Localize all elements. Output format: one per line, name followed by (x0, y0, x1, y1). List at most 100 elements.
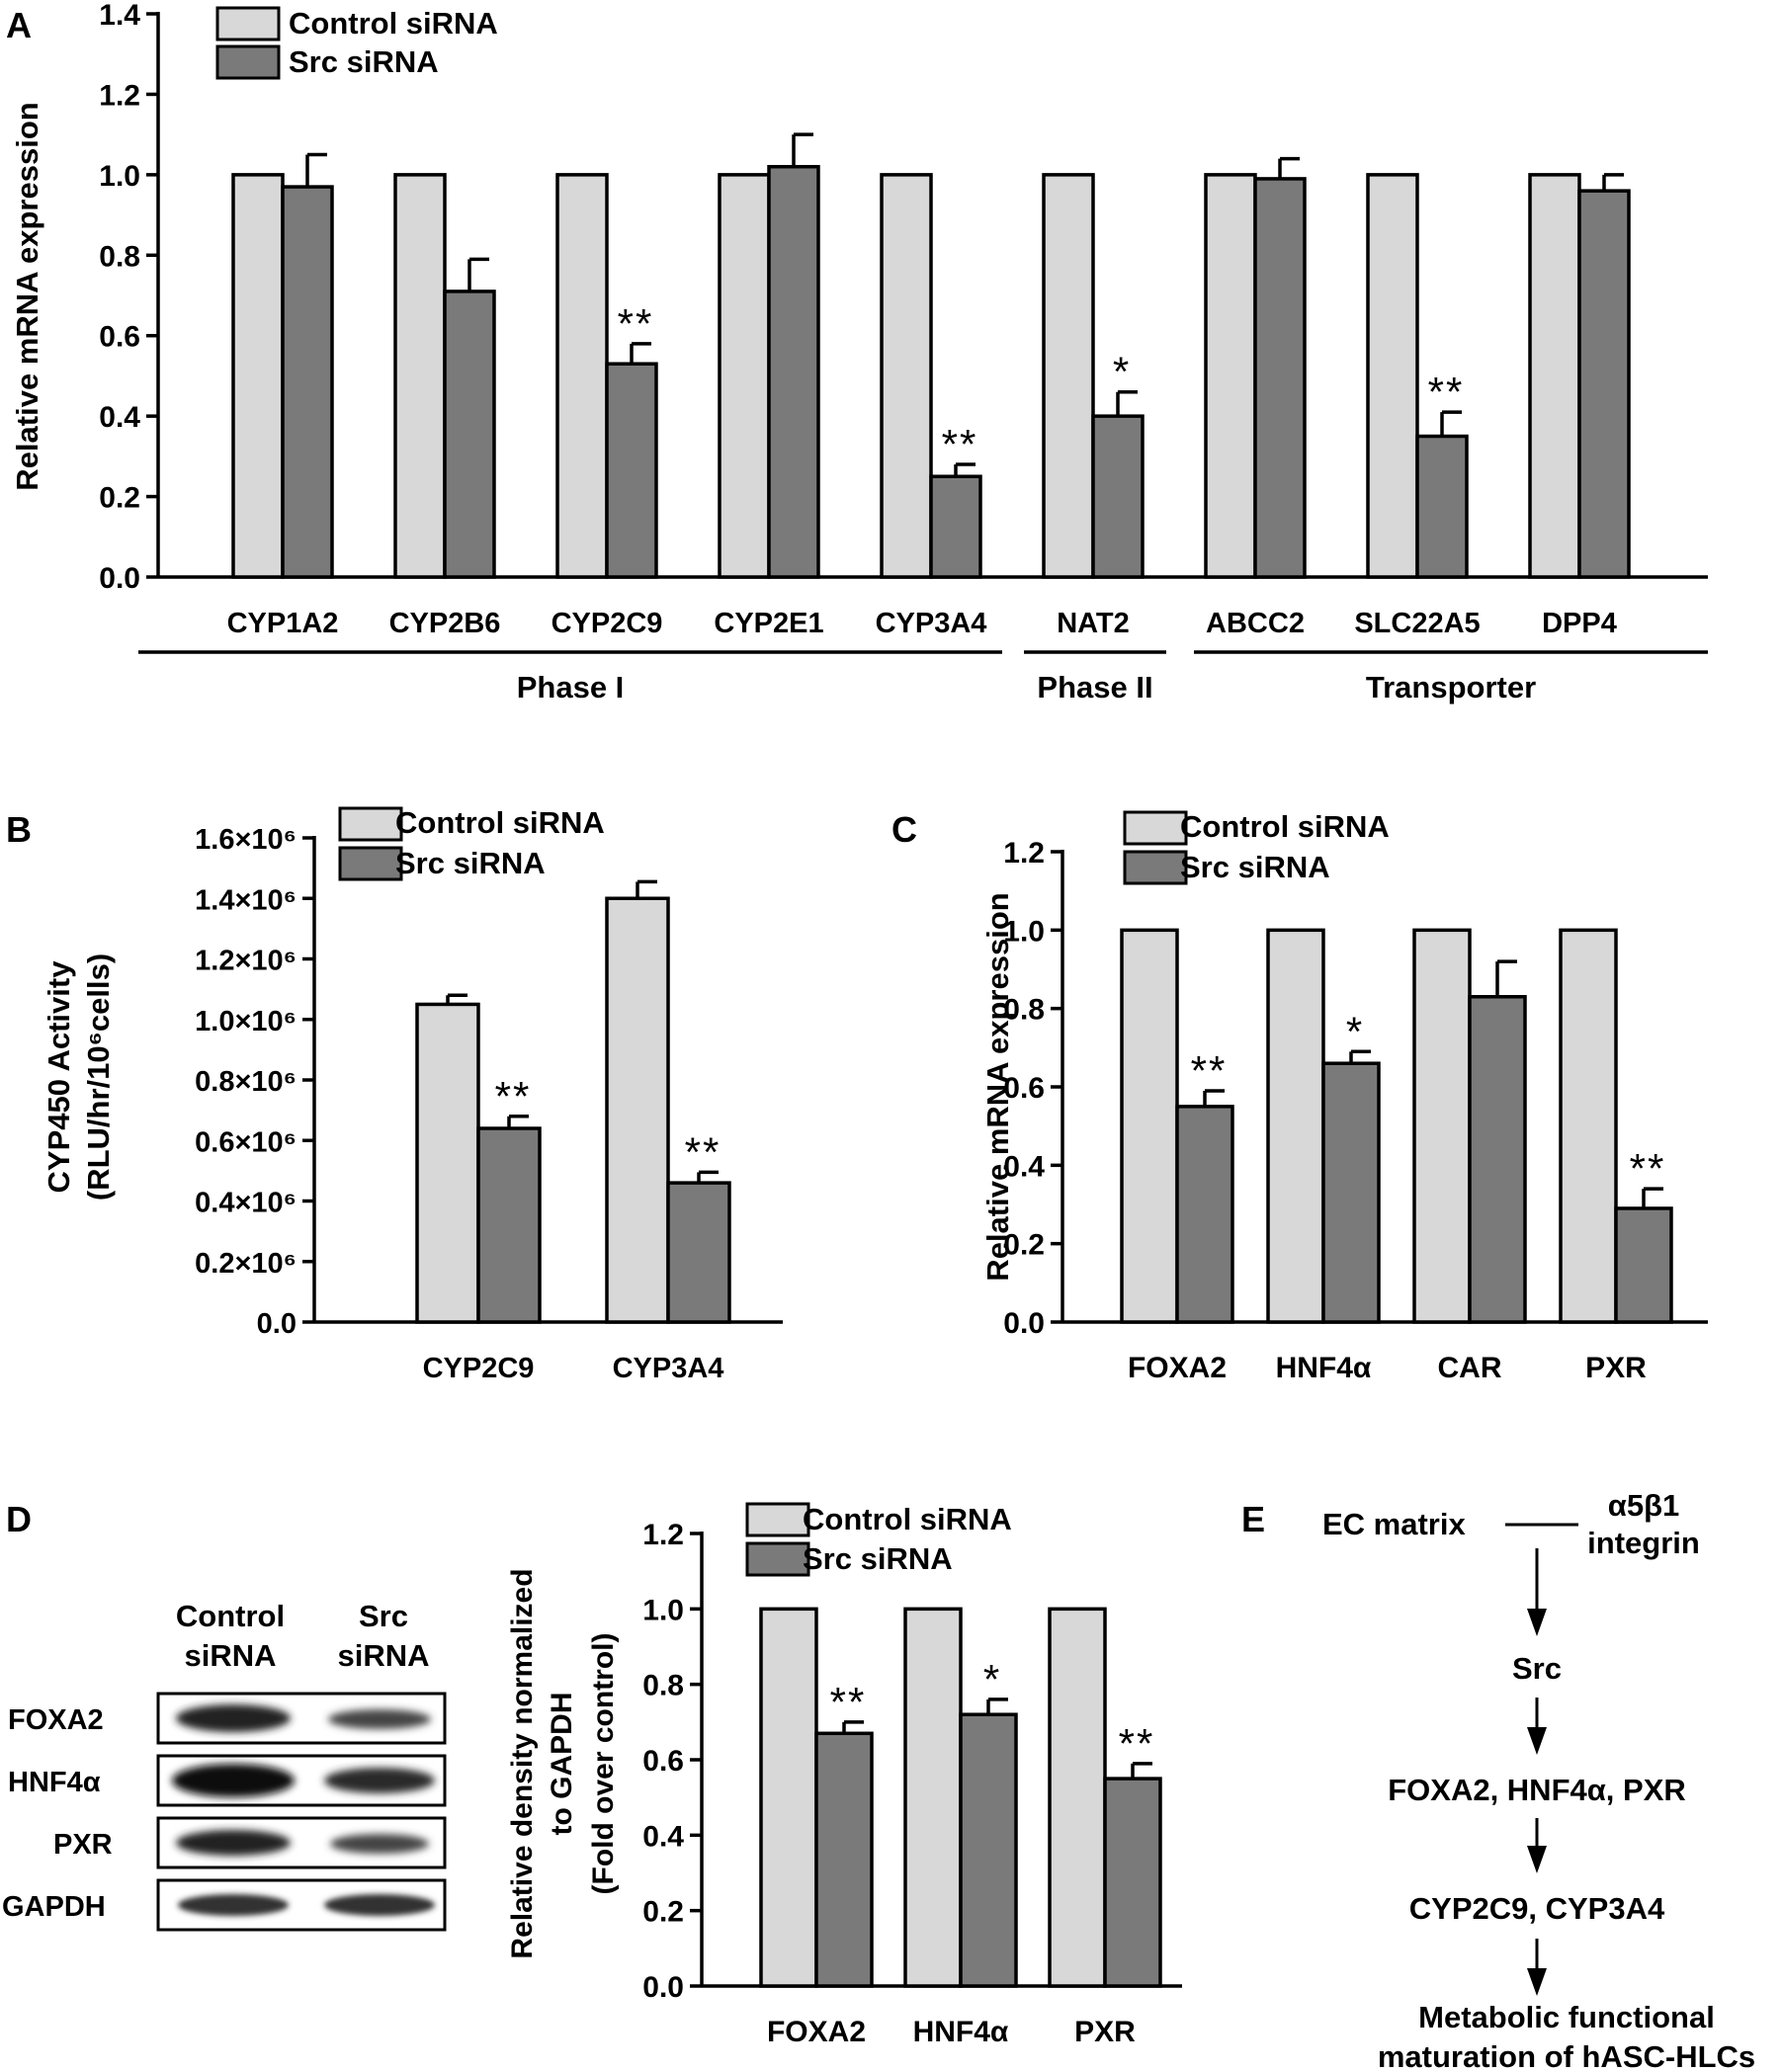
western-blot: Control siRNA Src siRNA FOXA2 HNF4α PXR GA… (2, 1599, 447, 1932)
y-tick-label: 1.2×10⁶ (195, 946, 297, 977)
legend-d: Control siRNA Src siRNA (745, 1502, 1012, 1577)
pathway-integrin-line1: α5β1 (1608, 1488, 1679, 1523)
blot-strip-foxa2 (156, 1692, 447, 1745)
bar-src (1614, 1206, 1673, 1324)
bar-src (1415, 434, 1469, 579)
bar-control (1412, 928, 1472, 1324)
category-label: SLC22A5 (1354, 608, 1480, 639)
y-tick-label: 0.0 (1003, 1307, 1045, 1340)
blot-row-label-foxa2: FOXA2 (8, 1704, 104, 1736)
category-label: CAR (1438, 1352, 1502, 1384)
bar-control (1559, 928, 1618, 1324)
y-tick-label: 0.2×10⁶ (195, 1248, 297, 1280)
chart-a: 0.0 0.2 0.4 0.6 0.8 1.0 1.2 1.4 CYP1A2 CYP2B6 ** CY… (10, 0, 1708, 704)
y-tick-label: 0.8 (99, 240, 140, 273)
category-label: ABCC2 (1206, 608, 1305, 639)
y-axis-label: to GAPDH (546, 1693, 578, 1836)
bar-control (1204, 173, 1257, 579)
y-tick-label: 0.4 (99, 401, 140, 434)
y-tick-label: 0.8×10⁶ (195, 1066, 297, 1098)
legend-swatch-src (215, 44, 281, 80)
y-tick-label: 1.2 (99, 79, 140, 112)
panel-label-c: C (891, 809, 917, 850)
y-axis-label: Relative mRNA expression (10, 102, 44, 490)
category-label: CYP3A4 (613, 1353, 724, 1384)
arrowhead-icon (1527, 1968, 1547, 1996)
legend-label-control: Control siRNA (1180, 809, 1390, 844)
category-label: HNF4α (1276, 1352, 1372, 1384)
bar-control (759, 1607, 818, 1988)
bar-src (1468, 995, 1527, 1324)
legend-a: Control siRNA Src siRNA (215, 6, 498, 80)
legend-label-src: Src siRNA (395, 846, 546, 880)
y-axis-label: Relative mRNA expression (980, 892, 1015, 1281)
category-label: CYP2E1 (714, 608, 823, 639)
bar-control (415, 1002, 480, 1324)
category-label: CYP2C9 (423, 1353, 535, 1384)
legend-b: Control siRNA Src siRNA (338, 805, 605, 881)
pathway-step-outcome-line1: Metabolic functional (1418, 2000, 1715, 2034)
legend-label-src: Src siRNA (289, 44, 439, 79)
y-tick-label: 1.2 (1003, 837, 1045, 870)
pathway-step-tfs: FOXA2, HNF4α, PXR (1388, 1773, 1686, 1807)
category-label: PXR (1074, 2016, 1136, 2048)
bar-control (231, 173, 285, 579)
panel-label-e: E (1241, 1499, 1265, 1539)
bar-control (880, 173, 933, 579)
chart-d: 0.0 0.2 0.4 0.6 0.8 1.0 1.2 ** FOXA2 * HNF4α ** PXR R… (506, 1519, 1182, 2048)
bar-control (1042, 173, 1095, 579)
blot-col-label-control: Control siRNA (176, 1599, 285, 1673)
y-axis-label: (Fold over control) (587, 1633, 620, 1895)
chart-b: 0.0 0.2×10⁶ 0.4×10⁶ 0.6×10⁶ 0.8×10⁶ 1.0×10⁶ 1.… (42, 824, 783, 1384)
bar-src (929, 474, 982, 579)
significance-label: ** (1119, 1720, 1155, 1767)
pathway-step-outcome-line2: maturation of hASC-HLCs (1378, 2039, 1755, 2072)
blot-row-label-hnf4a: HNF4α (8, 1767, 101, 1798)
bar-src (814, 1731, 874, 1988)
category-label: CYP2B6 (389, 608, 501, 639)
category-label: FOXA2 (1128, 1352, 1227, 1384)
y-tick-label: 0.0 (257, 1308, 297, 1340)
legend-swatch-src (745, 1541, 810, 1577)
category-label: CYP2C9 (552, 608, 663, 639)
bar-src (1175, 1105, 1234, 1324)
legend-c: Control siRNA Src siRNA (1123, 809, 1390, 885)
y-tick-label: 0.6 (642, 1745, 684, 1778)
legend-label-src: Src siRNA (803, 1541, 953, 1576)
bar-control (1266, 928, 1325, 1324)
pathway-step-cyps: CYP2C9, CYP3A4 (1409, 1891, 1665, 1926)
legend-label-control: Control siRNA (289, 6, 498, 41)
y-tick-label: 1.2 (642, 1519, 684, 1551)
category-label: CYP3A4 (876, 608, 987, 639)
bar-control (1120, 928, 1179, 1324)
arrowhead-icon (1527, 1846, 1547, 1873)
category-label: FOXA2 (767, 2016, 866, 2048)
significance-label: ** (1428, 369, 1465, 415)
bar-src (1091, 414, 1145, 579)
blot-strip-pxr (156, 1816, 447, 1869)
significance-label: ** (1191, 1047, 1228, 1094)
legend-swatch-control (338, 806, 403, 842)
panel-label-a: A (6, 5, 32, 45)
chart-c: 0.0 0.2 0.4 0.6 0.8 1.0 1.2 ** FOXA2 * HNF4α CAR ** P… (980, 837, 1708, 1384)
y-tick-label: 1.4×10⁶ (195, 884, 297, 916)
legend-swatch-src (338, 846, 403, 881)
bar-control (1366, 173, 1419, 579)
significance-label: * (983, 1656, 1001, 1702)
y-tick-label: 0.6 (99, 321, 140, 354)
bar-src (1103, 1777, 1162, 1988)
bar-src (1577, 189, 1631, 579)
group-label: Phase I (517, 670, 625, 704)
significance-label: ** (495, 1073, 532, 1119)
y-tick-label: 0.8 (642, 1670, 684, 1702)
y-tick-label: 1.6×10⁶ (195, 824, 297, 856)
y-tick-label: 0.2 (642, 1896, 684, 1929)
legend-label-control: Control siRNA (395, 805, 605, 840)
y-tick-label: 0.2 (99, 482, 140, 515)
y-tick-label: 0.0 (642, 1971, 684, 2004)
significance-label: * (1346, 1008, 1364, 1054)
category-label: NAT2 (1057, 608, 1130, 639)
pathway-integrin-line2: integrin (1587, 1526, 1700, 1560)
pathway-step-src: Src (1512, 1651, 1562, 1686)
